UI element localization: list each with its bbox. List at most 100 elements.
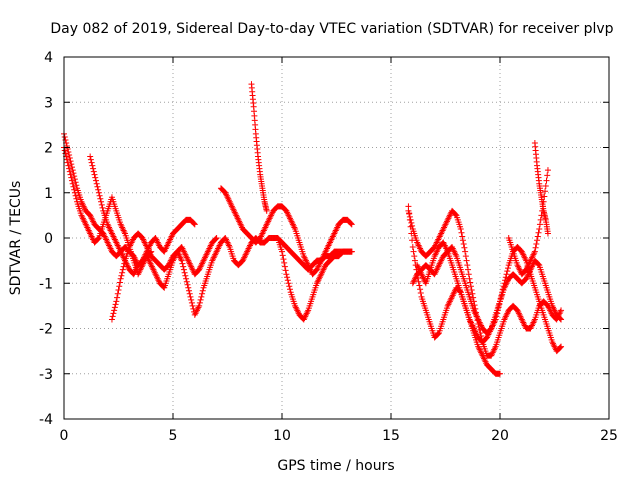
data-point [90, 168, 97, 175]
data-point [469, 290, 476, 297]
data-point [198, 293, 205, 300]
data-point [119, 269, 126, 276]
series-sat-b [61, 144, 155, 278]
data-point [281, 259, 288, 266]
data-point [281, 263, 288, 270]
data-point [99, 204, 106, 211]
data-point [409, 244, 416, 251]
y-tick-label: 4 [44, 50, 53, 66]
data-point [457, 225, 464, 232]
data-point [120, 263, 127, 270]
y-tick-label: -1 [39, 276, 53, 292]
data-point [98, 198, 105, 205]
data-point [466, 275, 473, 282]
data-point [467, 279, 474, 286]
data-point [93, 180, 100, 187]
data-point [94, 183, 101, 190]
data-point [61, 147, 68, 154]
data-point [279, 252, 286, 259]
data-point [558, 343, 565, 350]
data-point [68, 174, 75, 181]
data-point [463, 257, 470, 264]
data-point [536, 225, 543, 232]
data-point [87, 153, 94, 160]
data-point [116, 279, 123, 286]
data-point [97, 195, 104, 202]
data-point [186, 290, 193, 297]
data-point [416, 282, 423, 289]
data-point [411, 253, 418, 260]
data-point [95, 189, 102, 196]
data-point [66, 168, 73, 175]
data-point [70, 183, 77, 190]
data-point [121, 260, 128, 267]
data-point [178, 257, 185, 264]
data-point [408, 219, 415, 226]
data-point [196, 302, 203, 309]
data-point [72, 192, 79, 199]
data-point [348, 220, 355, 227]
data-point [98, 201, 105, 208]
data-point [504, 265, 511, 272]
data-point [179, 260, 186, 267]
data-point [544, 167, 551, 174]
data-point [458, 229, 465, 236]
chart-title: Day 082 of 2019, Sidereal Day-to-day VTE… [50, 21, 613, 37]
data-point [184, 281, 191, 288]
data-point [284, 277, 291, 284]
data-point [91, 171, 98, 178]
data-point [462, 248, 469, 255]
data-point [460, 241, 467, 248]
data-point [533, 241, 540, 248]
data-point [542, 182, 549, 189]
data-point [405, 207, 412, 214]
data-point [119, 266, 126, 273]
x-axis-label: GPS time / hours [277, 458, 394, 474]
data-point [286, 283, 293, 290]
data-point [191, 221, 198, 228]
data-point [536, 221, 543, 228]
data-point [71, 189, 78, 196]
series-sat-c [87, 153, 220, 291]
y-tick-label: 2 [44, 141, 53, 157]
grid [64, 57, 609, 419]
x-tick-label: 15 [382, 428, 400, 444]
data-point [111, 304, 118, 311]
data-point [112, 301, 119, 308]
data-point [467, 283, 474, 290]
data-point [283, 271, 290, 278]
y-tick-label: 0 [44, 231, 53, 247]
data-point [557, 344, 564, 351]
y-tick-label: -3 [39, 367, 53, 383]
y-tick-label: -4 [39, 412, 53, 428]
data-point [183, 275, 190, 282]
data-point [406, 210, 413, 217]
y-tick-label: -2 [39, 322, 53, 338]
data-point [199, 290, 206, 297]
x-tick-label: 10 [273, 428, 291, 444]
data-point [212, 235, 219, 242]
data-point [465, 271, 472, 278]
x-tick-label: 20 [491, 428, 509, 444]
series-sat-k [414, 239, 565, 346]
data-point [406, 213, 413, 220]
data-point [71, 186, 78, 193]
y-axis-label: SDTVAR / TECUs [8, 181, 24, 296]
data-point [497, 370, 503, 377]
data-point [115, 287, 122, 294]
data-point [188, 299, 195, 306]
data-point [543, 177, 550, 184]
data-point [544, 172, 551, 179]
data-point [180, 263, 187, 270]
data-point [62, 136, 69, 143]
data-point [282, 267, 289, 274]
data-point [286, 286, 293, 293]
data-point [181, 269, 188, 276]
data-point [87, 156, 94, 163]
y-tick-label: 3 [44, 95, 53, 111]
data-point [191, 220, 198, 227]
data-point [464, 262, 471, 269]
data-point [188, 296, 195, 303]
x-tick-label: 0 [60, 428, 69, 444]
